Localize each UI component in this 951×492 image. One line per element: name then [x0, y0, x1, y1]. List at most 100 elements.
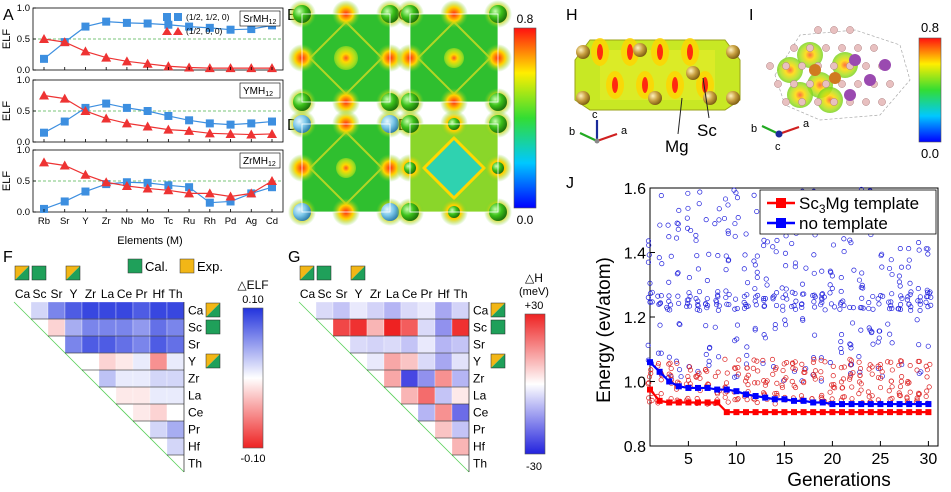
no-template-sample [658, 192, 664, 199]
no-template-sample [752, 262, 758, 268]
g-column-label: Y [354, 287, 362, 301]
no-template-sample [772, 326, 778, 332]
panel-label-a: A [3, 7, 14, 24]
no-template-sample [674, 271, 680, 277]
template-best-point [695, 399, 701, 406]
no-template-sample [716, 206, 722, 212]
no-template-sample [649, 289, 655, 295]
no-template-sample [657, 300, 664, 306]
no-template-sample [859, 270, 865, 276]
series-point-110 [60, 197, 69, 206]
template-sample [905, 381, 911, 387]
cal-legend-swatch [127, 258, 143, 274]
no-template-sample [744, 292, 750, 298]
g-cell [400, 301, 419, 320]
isosurface-blob-core [627, 44, 633, 60]
series-point-100 [204, 128, 215, 138]
series-point-110 [185, 22, 194, 31]
series-point-110 [205, 23, 214, 32]
series-point-100 [204, 188, 215, 198]
no-template-sample [840, 298, 846, 304]
f-cell [132, 403, 151, 422]
no-template-sample [811, 299, 817, 305]
hydrogen-atom [782, 62, 790, 70]
template-sample [923, 393, 929, 399]
f-row-label: Pr [188, 423, 200, 437]
no-template-sample [889, 291, 895, 297]
template-sample [725, 399, 731, 405]
g-cell [315, 301, 334, 320]
isosurface-blob-core [672, 77, 678, 93]
no-template-sample [770, 296, 776, 302]
no-template-sample [908, 307, 914, 313]
no-template-sample [827, 360, 833, 366]
no-template-sample [829, 273, 835, 279]
no-template-sample [754, 274, 760, 280]
f-cell [149, 335, 168, 354]
f-row-label: Sr [188, 338, 200, 352]
no-template-sample [760, 296, 767, 302]
template-sample [732, 365, 738, 371]
g-column-label: La [386, 287, 400, 301]
series-point-110 [102, 99, 111, 108]
f-cell [98, 301, 117, 320]
panel-j-ytick-label: 1.2 [624, 310, 646, 327]
no-template-best-point [925, 401, 932, 408]
f-cell [115, 335, 134, 354]
no-template-sample [907, 291, 913, 298]
elf-slice-center-glow [334, 46, 358, 70]
f-cell [166, 369, 185, 388]
g-column-label: Sr [336, 287, 348, 301]
no-template-sample [724, 301, 730, 307]
no-template-sample [763, 276, 769, 282]
hydrogen-atom [766, 62, 774, 70]
legend-marker-100 [162, 27, 172, 35]
no-template-sample [779, 285, 785, 291]
marker-frame [350, 265, 366, 281]
metal-atom [849, 54, 861, 66]
template-sample [648, 367, 654, 373]
no-template-sample [925, 294, 931, 300]
no-template-sample [885, 321, 891, 327]
no-template-sample [715, 253, 721, 259]
no-template-sample [798, 301, 805, 308]
no-template-sample [666, 293, 672, 299]
series-point-110 [226, 25, 235, 34]
template-sample [751, 357, 757, 363]
no-template-sample [646, 252, 652, 258]
isosurface-blob-core [642, 77, 648, 93]
axis-c-label-h: c [592, 109, 598, 121]
no-template-sample [735, 215, 741, 221]
metal-atom [864, 74, 876, 86]
no-template-sample [734, 322, 741, 328]
no-template-sample [695, 298, 701, 304]
no-template-sample [706, 251, 712, 257]
panel-j-xtick-label: 5 [684, 451, 693, 468]
template-best-point [906, 409, 913, 416]
f-column-label: Hf [153, 287, 166, 301]
panel-a-ylabel: ELF [1, 171, 13, 191]
elf-slice-frame [301, 13, 391, 103]
atom-sphere [633, 43, 647, 57]
template-sample [674, 360, 680, 366]
template-sample [822, 359, 828, 365]
no-template-sample [704, 277, 710, 284]
template-sample [885, 359, 891, 365]
f-colorbar-min: -0.10 [240, 453, 265, 465]
no-template-sample [792, 290, 798, 297]
template-best-point [858, 409, 865, 416]
no-template-sample [657, 222, 663, 228]
hydrogen-atom [790, 80, 798, 88]
isosurface-blob-core [687, 44, 693, 60]
template-sample [667, 360, 673, 366]
series-line-100 [43, 38, 272, 69]
g-cell [383, 352, 402, 371]
panel-a-label-box [239, 152, 281, 169]
hydrogen-atom [782, 98, 790, 106]
cal-marker [206, 354, 220, 368]
template-sample [779, 382, 785, 388]
template-sample [866, 394, 872, 400]
template-sample [762, 382, 768, 388]
template-sample [770, 371, 776, 377]
g-cell [434, 318, 453, 337]
